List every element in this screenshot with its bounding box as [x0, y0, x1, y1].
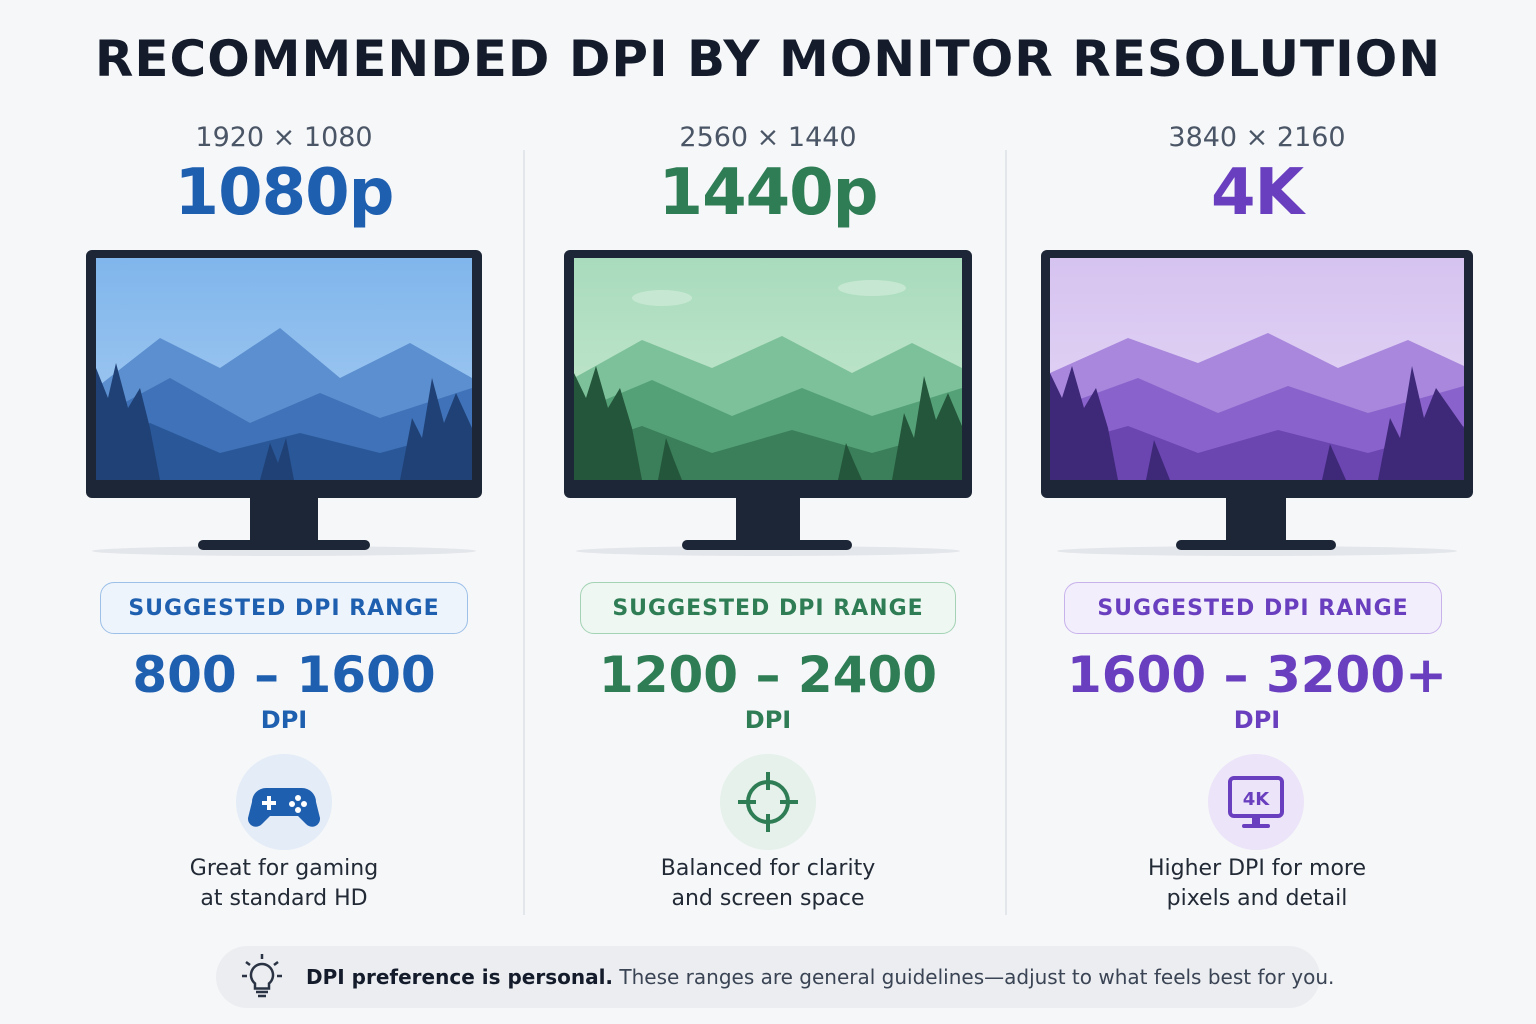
- dpi-range-value: 1600 – 3200+: [1066, 646, 1448, 704]
- column-1080p: 1920 × 1080 1080p SUGGESTED DPI RANGE 80…: [80, 118, 488, 918]
- column-description: Great for gaming at standard HD: [189, 856, 379, 911]
- 4k-monitor-icon: 4K: [1208, 754, 1304, 850]
- gamepad-icon: [236, 754, 332, 850]
- resolution-text: 1920 × 1080: [195, 122, 373, 153]
- dpi-unit: DPI: [260, 706, 308, 734]
- resolution-label: 1080p: [174, 156, 395, 230]
- resolution-label: 1440p: [658, 156, 879, 230]
- column-1440p: 2560 × 1440 1440p SUGGESTED DPI RANGE: [562, 118, 974, 918]
- page-title: RECOMMENDED DPI BY MONITOR RESOLUTION: [94, 30, 1442, 88]
- column-4k: 3840 × 2160 4K SUGGESTED DPI RANGE 1600 …: [1038, 118, 1476, 918]
- dpi-unit: DPI: [744, 706, 792, 734]
- monitor-illustration: [562, 248, 974, 558]
- suggested-dpi-range-pill: SUGGESTED DPI RANGE: [100, 582, 468, 634]
- resolution-label: 4K: [1210, 156, 1304, 230]
- monitor-illustration: [80, 248, 488, 558]
- dpi-unit: DPI: [1233, 706, 1281, 734]
- resolution-text: 2560 × 1440: [679, 122, 857, 153]
- dpi-range-value: 1200 – 2400: [598, 646, 938, 704]
- svg-text:4K: 4K: [1243, 789, 1271, 810]
- monitor-illustration: [1038, 248, 1476, 558]
- column-description: Balanced for clarity and screen space: [660, 856, 876, 911]
- note-bold-text: DPI preference is personal.: [306, 965, 614, 989]
- note-body-text: These ranges are general guidelines—adju…: [619, 965, 1335, 989]
- dpi-range-value: 800 – 1600: [132, 646, 436, 704]
- dpi-note-banner: DPI preference is personal. These ranges…: [216, 946, 1334, 1008]
- note-text: DPI preference is personal. These ranges…: [306, 946, 1334, 1008]
- column-divider: [1005, 150, 1007, 915]
- column-description: Higher DPI for more pixels and detail: [1147, 856, 1367, 911]
- suggested-dpi-range-pill: SUGGESTED DPI RANGE: [580, 582, 956, 634]
- resolution-text: 3840 × 2160: [1168, 122, 1346, 153]
- crosshair-icon: [720, 754, 816, 850]
- suggested-dpi-range-pill: SUGGESTED DPI RANGE: [1064, 582, 1442, 634]
- lightbulb-icon: [240, 952, 284, 1002]
- column-divider: [523, 150, 525, 915]
